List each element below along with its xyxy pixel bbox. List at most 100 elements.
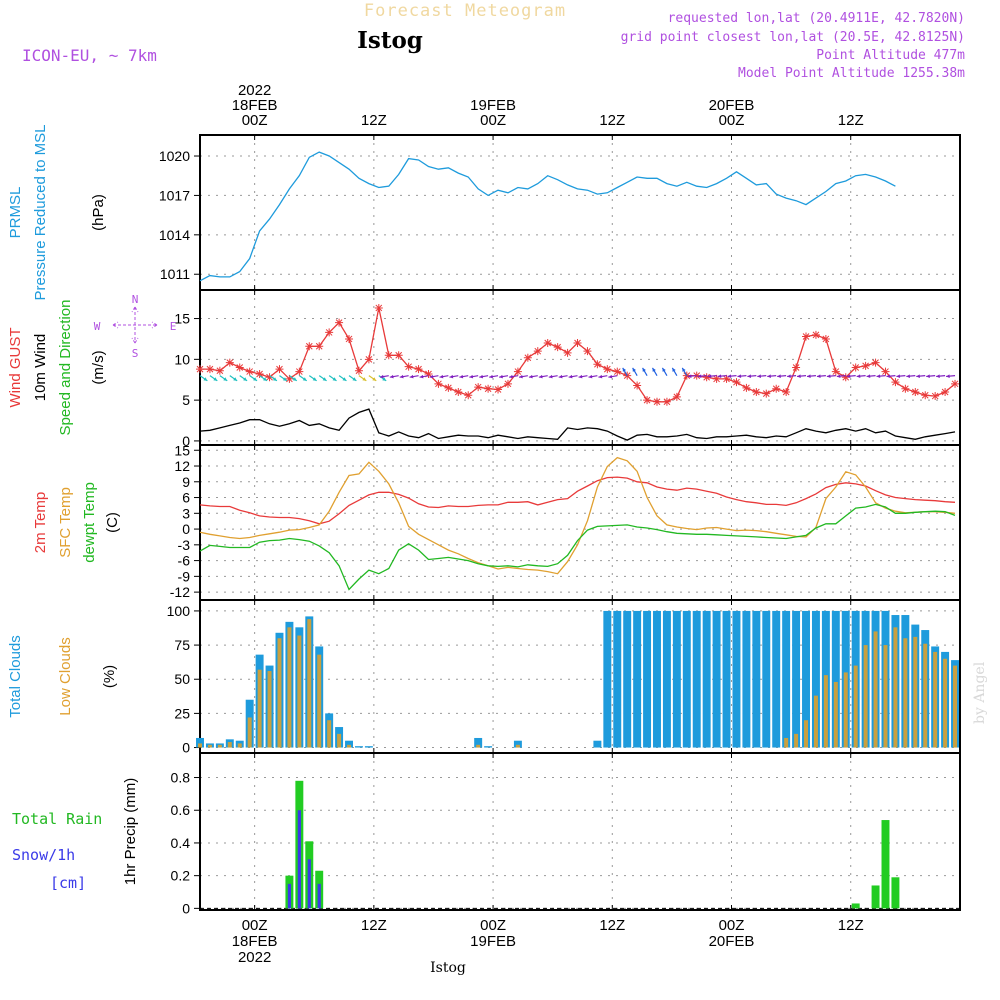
total-cloud-bar bbox=[484, 746, 493, 748]
gust-marker bbox=[305, 342, 314, 351]
total-cloud-bar bbox=[593, 740, 602, 748]
wind-arrow-head bbox=[767, 374, 771, 378]
wind-arrow-head bbox=[588, 374, 593, 379]
gust-marker bbox=[434, 379, 443, 388]
gust-marker bbox=[603, 365, 612, 374]
low-cloud-bar bbox=[476, 744, 481, 748]
pressure-axis-label: (hPa) bbox=[90, 194, 107, 231]
low-cloud-bar bbox=[794, 733, 799, 748]
total-cloud-bar bbox=[802, 610, 810, 748]
gust-marker bbox=[345, 334, 354, 343]
wind-arrow-head bbox=[652, 367, 656, 372]
gust-marker bbox=[225, 358, 234, 367]
gust-marker bbox=[652, 397, 661, 406]
wind-arrow-head bbox=[528, 374, 533, 379]
wind-arrow-head bbox=[697, 374, 702, 378]
gust-marker bbox=[881, 367, 890, 376]
gust-marker bbox=[911, 387, 920, 396]
compass-south: S bbox=[132, 347, 139, 360]
title: Forecast Meteogram bbox=[364, 1, 566, 21]
y-tick-label: 0 bbox=[182, 900, 190, 916]
model-name: ICON-EU, ~ 7km bbox=[22, 46, 157, 65]
gust-marker bbox=[742, 383, 751, 392]
rain-bar bbox=[851, 903, 860, 909]
wind-arrow-head bbox=[727, 374, 732, 378]
y-tick-label: 1020 bbox=[159, 148, 190, 164]
wind-arrow-head bbox=[372, 377, 377, 381]
gust-marker bbox=[921, 391, 930, 400]
gust-marker bbox=[384, 351, 393, 360]
gust-marker bbox=[901, 384, 910, 393]
gust-marker bbox=[752, 387, 761, 396]
gust-marker bbox=[335, 318, 344, 327]
precip-axis-label: 1hr Precip (mm) bbox=[122, 778, 139, 886]
total-cloud-bar bbox=[623, 610, 632, 748]
pressure-axis-label: Pressure Reduced to MSL bbox=[32, 125, 49, 301]
gust-marker bbox=[722, 374, 731, 383]
time-label-bottom: 19FEB bbox=[470, 933, 516, 950]
temp-axis-label: 2m Temp bbox=[32, 492, 49, 553]
wind-arrow-head bbox=[342, 377, 347, 381]
total-cloud-bar bbox=[742, 610, 751, 748]
compass-east: E bbox=[170, 320, 177, 333]
low-cloud-bar bbox=[267, 671, 272, 748]
gust-marker bbox=[325, 328, 334, 337]
wind-arrow-head bbox=[642, 367, 646, 372]
y-tick-label: 50 bbox=[174, 671, 190, 687]
snow-bar bbox=[297, 810, 301, 909]
wind-arrow-head bbox=[362, 377, 367, 381]
gust-marker bbox=[315, 342, 324, 351]
wind-arrow-head bbox=[717, 374, 722, 378]
clouds-axis-label: (%) bbox=[101, 665, 118, 688]
gust-marker bbox=[772, 384, 781, 393]
y-tick-label: 1017 bbox=[159, 187, 190, 203]
total-cloud-bar bbox=[653, 610, 661, 748]
time-label-bottom: 12Z bbox=[361, 917, 387, 934]
wind-arrow-head bbox=[292, 377, 297, 381]
wind-arrow-head bbox=[936, 374, 940, 378]
wind-arrow-head bbox=[233, 377, 238, 381]
time-label-top: 19FEB bbox=[470, 97, 516, 114]
gust-marker bbox=[702, 373, 711, 382]
t2m-line bbox=[199, 476, 956, 525]
gust-marker bbox=[762, 389, 771, 398]
time-label-bottom: 00Z bbox=[480, 917, 506, 934]
gust-marker bbox=[424, 370, 433, 379]
low-cloud-bar bbox=[903, 638, 908, 748]
wind-arrow-head bbox=[747, 374, 752, 378]
gust-marker bbox=[633, 381, 642, 390]
y-tick-label: 0.6 bbox=[171, 802, 191, 818]
total-cloud-bar bbox=[643, 610, 652, 748]
time-label-top: 12Z bbox=[838, 112, 864, 129]
y-tick-label: 100 bbox=[167, 603, 191, 619]
time-label-top: 00Z bbox=[480, 112, 506, 129]
gust-marker bbox=[662, 397, 671, 406]
gust-marker bbox=[394, 351, 403, 360]
pressure-panel: 1011 1014 1017 1020 bbox=[159, 134, 961, 291]
snow-unit-label: [cm] bbox=[50, 874, 86, 892]
rain-bar bbox=[871, 885, 880, 909]
credit: by Angel bbox=[972, 661, 988, 724]
clouds-axis-label: Low Clouds bbox=[57, 637, 74, 715]
gust-marker bbox=[821, 334, 830, 343]
gust-marker bbox=[782, 387, 791, 396]
wind-arrow-head bbox=[548, 374, 553, 379]
snow-bar bbox=[287, 883, 292, 909]
wind-arrow-head bbox=[509, 374, 513, 379]
wind-arrow-head bbox=[682, 367, 686, 372]
wind-arrow-head bbox=[568, 374, 573, 379]
gust-marker bbox=[732, 378, 741, 387]
low-cloud-bar bbox=[923, 643, 928, 748]
low-cloud-bar bbox=[198, 743, 202, 748]
wind-arrow-head bbox=[866, 374, 871, 378]
clouds-axis-label: Total Clouds bbox=[7, 635, 24, 718]
sfc-temp-line bbox=[199, 456, 956, 575]
low-cloud-bar bbox=[833, 681, 838, 748]
gust-marker bbox=[295, 367, 304, 376]
time-label-bottom: 20FEB bbox=[709, 933, 755, 950]
total-cloud-bar bbox=[513, 740, 522, 748]
gust-marker bbox=[931, 392, 940, 401]
wind-arrow-head bbox=[282, 377, 287, 381]
time-label-top: 12Z bbox=[599, 112, 625, 129]
